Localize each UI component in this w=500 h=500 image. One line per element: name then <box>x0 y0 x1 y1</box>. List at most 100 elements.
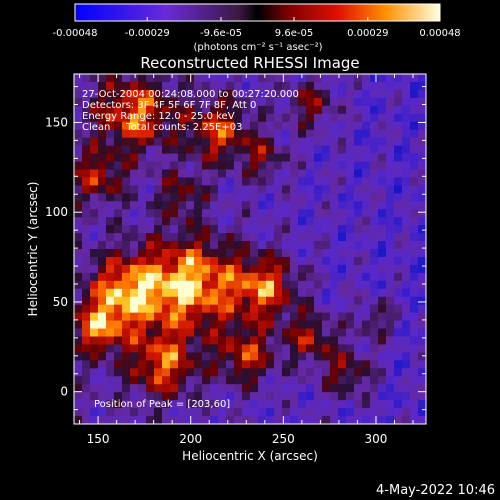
heatmap-cell <box>98 193 107 202</box>
heatmap-cell <box>130 185 139 194</box>
heatmap-cell <box>218 105 227 115</box>
heatmap-cell <box>258 408 267 417</box>
y-axis-label: Heliocentric Y (arcsec) <box>26 182 40 317</box>
heatmap-cell <box>194 137 203 147</box>
heatmap-cell <box>130 233 139 242</box>
heatmap-cell <box>170 384 179 393</box>
heatmap-cell <box>314 241 323 250</box>
heatmap-cell <box>234 201 243 210</box>
heatmap-cell <box>418 328 426 338</box>
heatmap-cell <box>338 400 347 409</box>
heatmap-cell <box>370 280 379 290</box>
heatmap-cell <box>418 241 426 250</box>
heatmap-cell <box>98 209 107 218</box>
heatmap-cell <box>418 360 426 369</box>
heatmap-cell <box>290 201 299 210</box>
heatmap-cell <box>314 416 323 424</box>
heatmap-cell <box>202 129 211 139</box>
heatmap-cell <box>322 113 331 123</box>
heatmap-cell <box>218 368 227 377</box>
heatmap-cell <box>322 201 331 210</box>
heatmap-cell <box>114 352 123 361</box>
heatmap-cell <box>314 288 323 298</box>
heatmap-cell <box>354 328 363 338</box>
heatmap-cell <box>202 89 211 99</box>
heatmap-cell <box>250 217 259 226</box>
heatmap-cell <box>386 217 395 226</box>
heatmap-cell <box>258 129 267 139</box>
heatmap-cell <box>122 360 131 369</box>
heatmap-cell <box>106 201 115 210</box>
heatmap-cell <box>114 392 123 401</box>
heatmap-cell <box>90 256 99 266</box>
heatmap-cell <box>314 352 323 361</box>
heatmap-cell <box>266 416 275 424</box>
heatmap-cell <box>378 74 387 83</box>
heatmap-cell <box>210 89 219 99</box>
heatmap-cell <box>330 344 339 354</box>
heatmap-cell <box>226 193 235 202</box>
heatmap-cell <box>282 336 291 346</box>
heatmap-cell <box>74 312 83 322</box>
heatmap-cell <box>298 320 307 330</box>
heatmap-cell <box>82 89 91 99</box>
heatmap-cell <box>330 272 339 282</box>
heatmap-cell <box>298 376 307 385</box>
heatmap-cell <box>98 256 107 266</box>
heatmap-cell <box>138 113 147 123</box>
heatmap-cell <box>154 129 163 139</box>
heatmap-cell <box>290 304 299 314</box>
heatmap-cell <box>106 328 115 338</box>
heatmap-cell <box>138 241 147 250</box>
heatmap-cell <box>394 392 403 401</box>
heatmap-cell <box>146 344 155 354</box>
heatmap-cell <box>90 416 99 424</box>
heatmap-cell <box>378 352 387 361</box>
heatmap-cell <box>170 288 179 298</box>
heatmap-cell <box>346 280 355 290</box>
heatmap-cell <box>250 169 259 179</box>
heatmap-cell <box>242 312 251 322</box>
heatmap-cell <box>258 137 267 147</box>
heatmap-cell <box>82 145 91 155</box>
heatmap-cell <box>178 256 187 266</box>
heatmap-cell <box>370 121 379 131</box>
heatmap-cell <box>98 272 107 282</box>
heatmap-cell <box>394 288 403 298</box>
heatmap-cell <box>378 368 387 377</box>
heatmap-cell <box>402 336 411 346</box>
heatmap-cell <box>330 74 339 83</box>
heatmap-cell <box>378 416 387 424</box>
heatmap-cell <box>258 360 267 369</box>
heatmap-cell <box>74 264 83 274</box>
heatmap-cell <box>194 121 203 131</box>
heatmap-cell <box>386 256 395 266</box>
heatmap-cell <box>274 352 283 361</box>
x-tick-label: 200 <box>179 432 202 446</box>
heatmap-cell <box>418 177 426 186</box>
heatmap-cell <box>330 241 339 250</box>
heatmap-cell <box>90 105 99 115</box>
heatmap-cell <box>386 105 395 115</box>
heatmap-cell <box>90 193 99 202</box>
annotation-energy: Energy Range: 12.0 - 25.0 keV <box>82 111 235 122</box>
heatmap-cell <box>298 264 307 274</box>
heatmap-cell <box>218 241 227 250</box>
heatmap-cell <box>138 153 147 163</box>
heatmap-cell <box>410 97 419 107</box>
heatmap-cell <box>370 249 379 258</box>
heatmap-cell <box>226 97 235 107</box>
heatmap-cell <box>258 105 267 115</box>
heatmap-cell <box>314 392 323 401</box>
heatmap-cell <box>210 272 219 282</box>
heatmap-cell <box>162 352 171 361</box>
heatmap-cell <box>202 312 211 322</box>
heatmap-cell <box>130 416 139 424</box>
heatmap-cell <box>306 153 315 163</box>
heatmap-cell <box>298 105 307 115</box>
heatmap-cell <box>154 185 163 194</box>
heatmap-cell <box>362 384 371 393</box>
heatmap-cell <box>370 320 379 330</box>
heatmap-cell <box>370 225 379 234</box>
heatmap-cell <box>90 312 99 322</box>
